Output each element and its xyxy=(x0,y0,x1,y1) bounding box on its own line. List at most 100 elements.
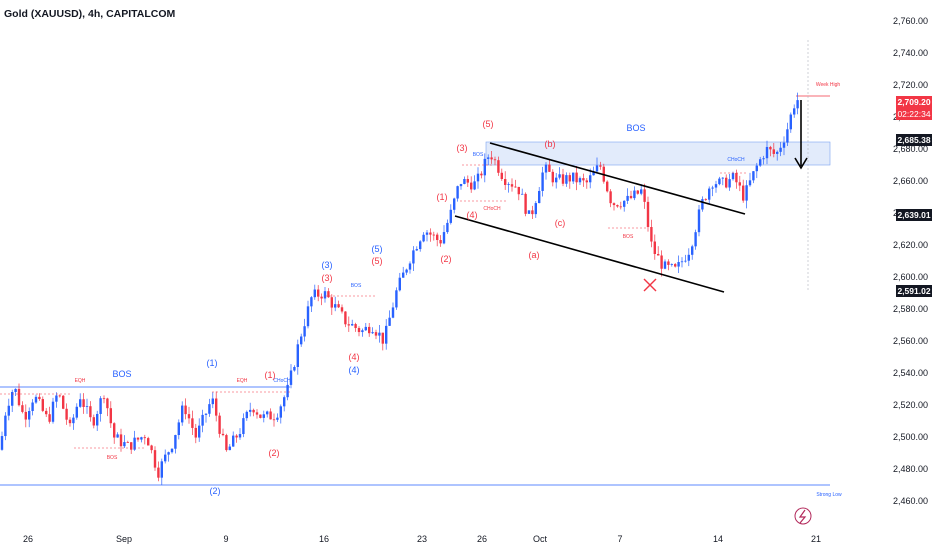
candle xyxy=(191,410,194,436)
price-tag: 2,591.02 xyxy=(896,285,932,298)
candle xyxy=(619,201,622,210)
candle-body xyxy=(24,411,27,420)
candle xyxy=(463,176,466,185)
candle xyxy=(568,172,571,189)
candle xyxy=(160,458,163,486)
candle xyxy=(442,225,446,245)
candle-body xyxy=(211,398,214,405)
bos-label: BOS xyxy=(623,234,634,240)
candle-body xyxy=(306,306,310,327)
candle xyxy=(436,232,439,247)
price-tag: 2,639.01 xyxy=(896,208,932,221)
candle-body xyxy=(283,397,286,407)
candle xyxy=(459,183,463,190)
candle-body xyxy=(786,129,789,143)
candle xyxy=(262,410,265,423)
candle-body xyxy=(582,178,585,181)
candle-body xyxy=(143,437,146,439)
candle-body xyxy=(446,222,449,233)
candle-body xyxy=(123,442,126,447)
candle-body xyxy=(419,241,422,250)
y-tick-label: 2,500.00 xyxy=(893,432,928,442)
candle-body xyxy=(65,408,68,420)
candle xyxy=(255,409,259,419)
candle xyxy=(708,186,711,205)
candle-body xyxy=(296,344,299,367)
wave-label: (a) xyxy=(529,250,540,260)
candle-body xyxy=(680,261,684,263)
candle xyxy=(371,327,374,334)
candle xyxy=(629,190,633,200)
candle xyxy=(136,437,140,442)
candle xyxy=(269,408,272,420)
candle-body xyxy=(337,304,340,308)
candle-body xyxy=(289,370,293,385)
candle xyxy=(677,255,680,273)
candle xyxy=(419,240,422,252)
candle xyxy=(558,167,561,180)
candle xyxy=(361,328,364,337)
candle xyxy=(283,395,286,412)
candle-body xyxy=(187,414,191,419)
candle-body xyxy=(555,177,558,183)
candle xyxy=(449,204,452,225)
candle-body xyxy=(136,437,140,440)
current-price-tag: 2,709.20 02:22:34 xyxy=(896,96,932,121)
candle xyxy=(561,168,565,187)
candle-body xyxy=(687,254,690,261)
candle xyxy=(201,409,204,433)
chart-title: Gold (XAUUSD), 4h, CAPITALCOM xyxy=(4,8,176,20)
wave-label: (2) xyxy=(210,486,221,496)
candle xyxy=(772,142,775,158)
candle-body xyxy=(677,262,680,267)
candle-body xyxy=(585,180,588,183)
candle-body xyxy=(697,209,701,233)
y-tick-label: 2,540.00 xyxy=(893,368,928,378)
candle-body xyxy=(119,434,123,447)
candle-body xyxy=(228,446,231,451)
candle-body xyxy=(548,164,551,172)
candle xyxy=(646,196,650,232)
candle xyxy=(133,430,136,451)
candle-body xyxy=(279,406,282,418)
candle-body xyxy=(507,184,510,185)
candle-body xyxy=(378,332,381,336)
candle-body xyxy=(755,165,758,172)
candle-body xyxy=(245,411,248,419)
candle-body xyxy=(184,405,187,415)
candle-body xyxy=(538,190,541,204)
candle-body xyxy=(578,178,582,183)
candle xyxy=(317,285,320,302)
candle xyxy=(704,198,707,202)
candle xyxy=(106,397,109,417)
candle-body xyxy=(646,201,650,228)
candle xyxy=(483,153,486,183)
candle-body xyxy=(684,260,687,262)
candle-body xyxy=(612,203,616,206)
candle-body xyxy=(779,147,782,152)
candle xyxy=(599,161,602,170)
candle-body xyxy=(735,172,738,183)
candle xyxy=(565,172,568,187)
candle-body xyxy=(252,409,255,413)
candle xyxy=(235,434,238,443)
candle xyxy=(211,392,214,409)
candle-body xyxy=(368,326,371,334)
candle-body xyxy=(320,296,323,299)
candle-body xyxy=(463,179,466,184)
candle xyxy=(388,310,391,327)
candle-body xyxy=(317,289,320,297)
candle-body xyxy=(242,418,245,435)
candle-body xyxy=(551,171,554,183)
candle xyxy=(755,162,758,179)
candle xyxy=(674,263,677,268)
candle-body xyxy=(742,185,745,201)
candle xyxy=(150,444,153,454)
y-tick-label: 2,560.00 xyxy=(893,336,928,346)
candle-body xyxy=(439,240,442,244)
candle xyxy=(643,183,646,209)
candle xyxy=(680,257,684,268)
candle-body xyxy=(38,396,41,400)
candle xyxy=(259,414,262,419)
